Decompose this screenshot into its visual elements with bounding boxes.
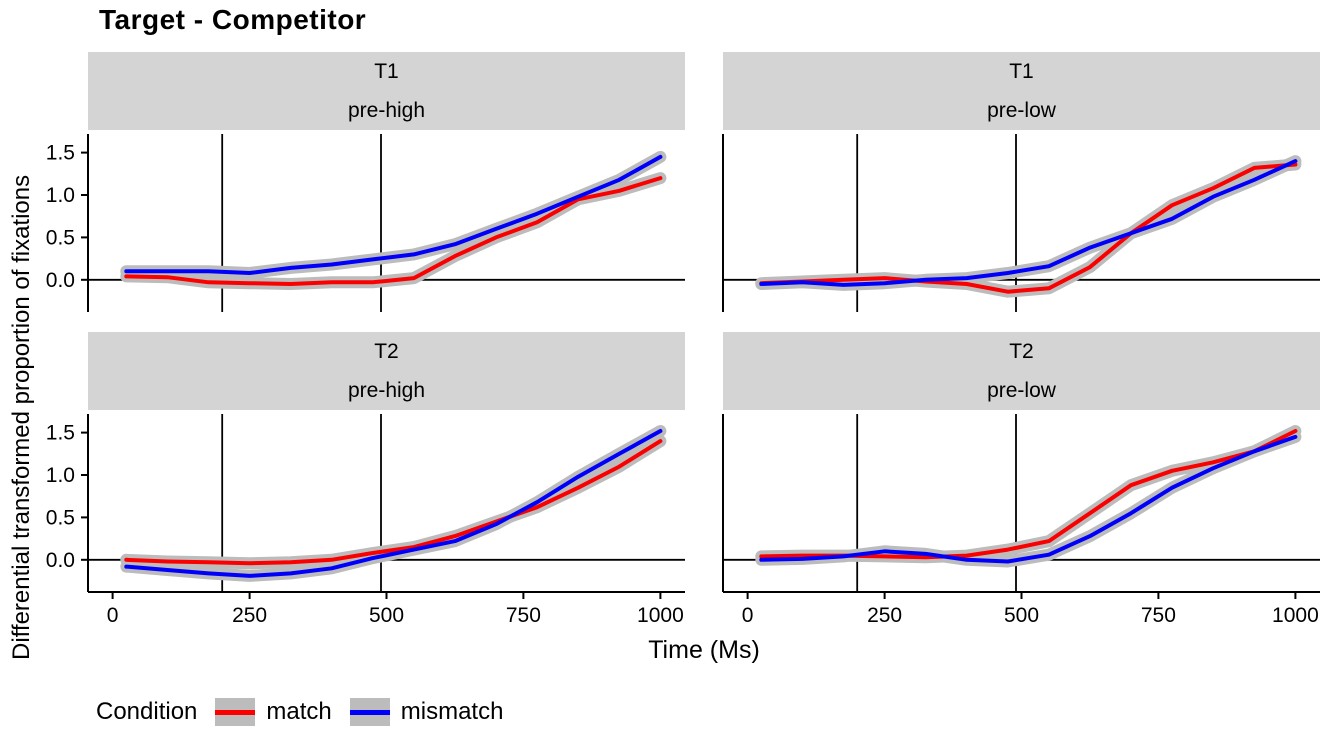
- y-tick-label: 1.5: [46, 422, 75, 445]
- y-tick-label: 0.5: [46, 506, 75, 529]
- x-tick-label: 750: [1141, 604, 1176, 627]
- match-line-swatch: [215, 709, 256, 715]
- series-line-match: [759, 429, 1298, 560]
- legend: Condition match mismatch: [96, 698, 503, 726]
- facet-strip-col-label: pre-low: [987, 98, 1056, 122]
- y-tick-label: 0.0: [46, 269, 75, 292]
- plot-area-t2-pre-high: 0 250 500 750 1000 0.0 0.5 1.0 1.5: [46, 414, 685, 627]
- facet-t1-pre-high: T1 pre-high 0.0 0.5 1.0 1.5: [46, 52, 685, 312]
- series-line-mismatch: [759, 434, 1298, 564]
- facet-t2-pre-low: T2 pre-low 0 250 500 750 1000: [722, 332, 1320, 627]
- plot-area-t1-pre-high: 0.0 0.5 1.0 1.5: [46, 134, 685, 312]
- facet-t1-pre-low: T1 pre-low: [722, 52, 1320, 312]
- x-axis-title: Time (Ms): [648, 636, 760, 664]
- legend-title: Condition: [96, 698, 198, 725]
- series-line-match: [759, 162, 1298, 294]
- facet-strip-col-label: pre-high: [347, 378, 426, 402]
- facet-strip: T2 pre-low: [723, 332, 1320, 410]
- facet-strip-row-label: T1: [1009, 59, 1034, 83]
- y-tick-label: 1.0: [46, 184, 75, 207]
- series-line-match: [124, 439, 663, 566]
- series-line-mismatch: [759, 159, 1298, 287]
- legend-label-mismatch: mismatch: [400, 698, 504, 725]
- x-tick-label: 0: [107, 604, 119, 627]
- facet-strip-row-label: T2: [1009, 339, 1034, 363]
- facet-strip-row-label: T2: [374, 339, 399, 363]
- y-tick-label: 0.5: [46, 226, 75, 249]
- ribbon-match: [755, 425, 1302, 564]
- series-line-match: [124, 176, 663, 286]
- facet-strip-col-label: pre-low: [987, 378, 1056, 402]
- mismatch-line-swatch: [349, 709, 390, 715]
- legend-key-match: [215, 698, 256, 726]
- facet-strip-col-label: pre-high: [347, 98, 426, 122]
- facet-strip: T2 pre-high: [88, 332, 685, 410]
- x-tick-label: 0: [742, 604, 754, 627]
- facet-strip: T1 pre-high: [88, 52, 685, 130]
- series-line-mismatch: [124, 429, 663, 578]
- x-tick-label: 1000: [637, 604, 684, 627]
- x-tick-label: 250: [867, 604, 902, 627]
- ribbon-match: [120, 435, 667, 570]
- plot-area-t1-pre-low: [722, 134, 1320, 312]
- legend-label-match: match: [266, 698, 332, 725]
- y-tick-label: 0.0: [46, 549, 75, 572]
- x-tick-label: 250: [232, 604, 267, 627]
- x-tick-label: 1000: [1272, 604, 1319, 627]
- y-axis-title: Differential transformed proportion of f…: [8, 174, 35, 660]
- facet-strip: T1 pre-low: [723, 52, 1320, 130]
- ribbon-mismatch: [755, 155, 1302, 291]
- x-tick-label: 750: [506, 604, 541, 627]
- facet-grid: T1 pre-high 0.0 0.5 1.0 1.5 T1 pre-low T2 p…: [46, 52, 1320, 627]
- legend-item-mismatch: mismatch: [349, 698, 504, 726]
- chart-title: Target - Competitor: [99, 4, 367, 35]
- y-tick-label: 1.0: [46, 464, 75, 487]
- series-line-mismatch: [124, 154, 663, 275]
- facet-t2-pre-high: T2 pre-high 0 250 500 750 1000 0.0 0.5 1.0 1.5: [46, 332, 685, 627]
- y-tick-label: 1.5: [46, 142, 75, 165]
- x-tick-label: 500: [369, 604, 404, 627]
- plot-area-t2-pre-low: 0 250 500 750 1000: [722, 414, 1320, 627]
- facet-strip-row-label: T1: [374, 59, 399, 83]
- x-tick-label: 500: [1004, 604, 1039, 627]
- legend-item-match: match: [215, 698, 332, 726]
- legend-key-mismatch: [349, 698, 390, 726]
